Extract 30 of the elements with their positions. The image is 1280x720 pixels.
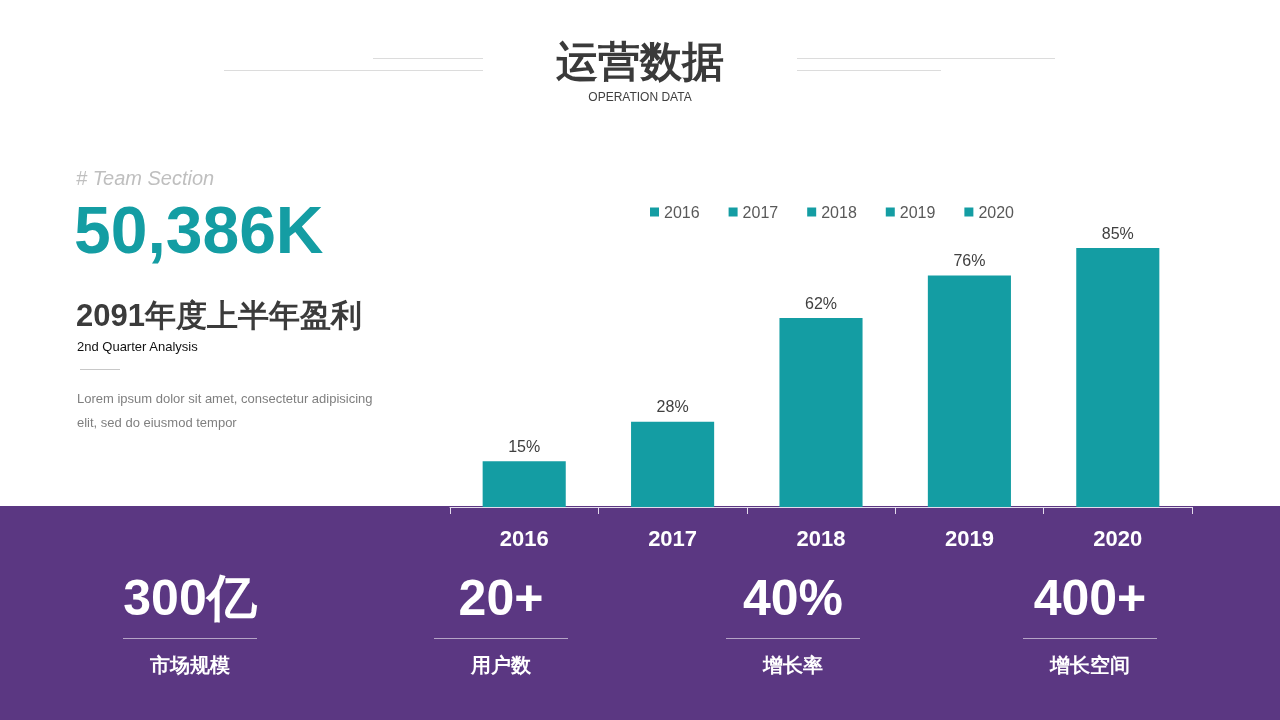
chart-title: 运营数据	[555, 38, 725, 86]
text: 2nd Quarter Analysis	[77, 339, 198, 355]
legend-label: 2020	[978, 203, 1015, 221]
x-tick-label: 2018	[796, 525, 846, 551]
text: 300亿	[122, 569, 258, 627]
data-label: 15%	[508, 437, 541, 455]
data-label: 76%	[953, 251, 986, 269]
text: 增长率	[761, 653, 824, 677]
legend-label: 2017	[742, 203, 779, 221]
text: 用户数	[470, 653, 532, 677]
data-label: 85%	[1101, 224, 1134, 242]
legend-label: 2018	[821, 203, 857, 221]
legend-label: 2019	[899, 203, 936, 221]
text: 市场规模	[149, 653, 231, 677]
data-label: 62%	[804, 294, 838, 312]
x-tick-label: 2017	[648, 525, 698, 551]
x-tick-label: 2016	[499, 525, 549, 551]
text: 2091年度上半年盈利	[76, 298, 362, 334]
chart-subtitle: OPERATION DATA	[587, 89, 693, 105]
text: Lorem ipsum dolor sit amet, consectetur adipisicing elit, sed do eiusmod tempor	[77, 390, 374, 432]
legend-label: 2016	[664, 203, 700, 221]
text: 50,386K	[74, 193, 324, 267]
text: 增长空间	[1048, 653, 1131, 677]
text: 400+	[1032, 569, 1148, 627]
x-tick-label: 2019	[944, 525, 994, 551]
x-tick-label: 2020	[1093, 525, 1143, 551]
text: 20+	[457, 569, 545, 627]
data-label: 28%	[656, 398, 689, 416]
text: 40%	[741, 569, 845, 627]
text: # Team Section	[76, 166, 215, 190]
